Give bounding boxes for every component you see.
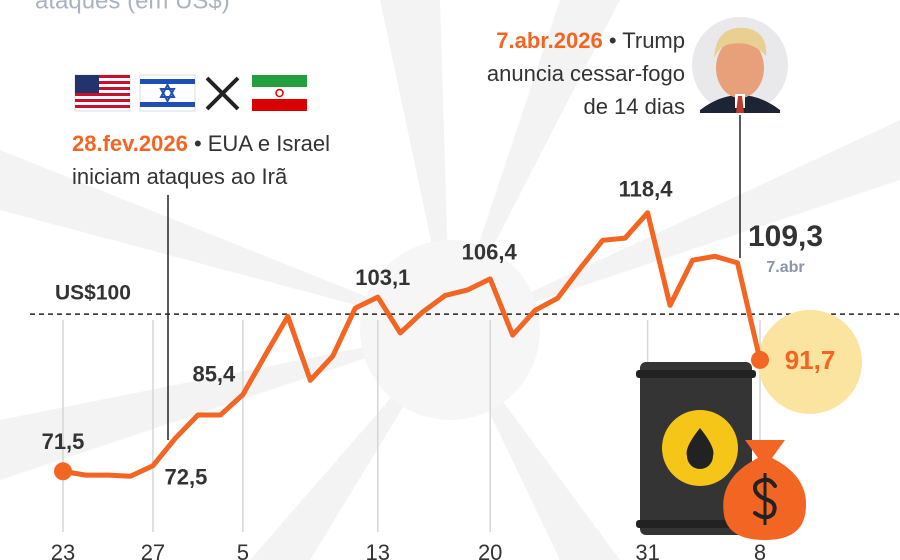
annotation-text: 28.fev.2026 • EUA e Israel <box>72 131 330 156</box>
point-note: 7.abr <box>766 259 804 276</box>
x-tick-label: 31 <box>635 540 659 560</box>
x-tick-label: 5 <box>237 540 249 560</box>
money-bag-icon <box>723 440 807 540</box>
flag-israel <box>139 74 196 112</box>
ray <box>450 0 620 330</box>
reference-label: US$100 <box>55 282 131 305</box>
annotation-text: 7.abr.2026 • Trump <box>496 28 685 53</box>
x-tick-label: 20 <box>478 540 502 560</box>
x-tick-label: 13 <box>366 540 390 560</box>
annotation-date: 7.abr.2026 <box>496 28 602 53</box>
x-tick-label: 23 <box>51 540 75 560</box>
portrait <box>692 17 788 113</box>
annotation-line: anuncia cessar-fogo <box>487 61 685 86</box>
value-label: 72,5 <box>165 465 208 490</box>
annotation-date: 28.fev.2026 <box>72 131 188 156</box>
flag-usa <box>74 74 131 112</box>
value-label: 103,1 <box>355 265 410 290</box>
chart-title: ataques (em US$) <box>35 0 230 14</box>
end-point <box>54 462 72 481</box>
highlight-circle <box>758 309 862 414</box>
x-tick-label: 27 <box>141 540 165 560</box>
oil-barrel-icon <box>636 362 756 535</box>
annotation-line: de 14 dias <box>583 94 685 119</box>
versus-icon <box>205 76 240 111</box>
value-label: 118,4 <box>619 177 674 202</box>
end-point <box>751 350 769 369</box>
ray <box>0 150 450 330</box>
value-label: 85,4 <box>192 361 236 386</box>
x-tick-label: 8 <box>754 540 766 560</box>
annotation-line: • EUA e Israel <box>194 131 330 156</box>
value-label: 109,3 <box>748 220 823 253</box>
annotation-line: • Trump <box>609 28 685 53</box>
value-label: 91,7 <box>785 345 836 375</box>
value-label: 71,5 <box>42 429 85 454</box>
ray <box>450 120 900 330</box>
price-line <box>62 210 763 479</box>
value-label: 106,4 <box>462 240 518 265</box>
flag-iran <box>252 75 307 111</box>
ray <box>0 330 450 480</box>
annotation-line: iniciam ataques ao Irã <box>72 164 288 189</box>
